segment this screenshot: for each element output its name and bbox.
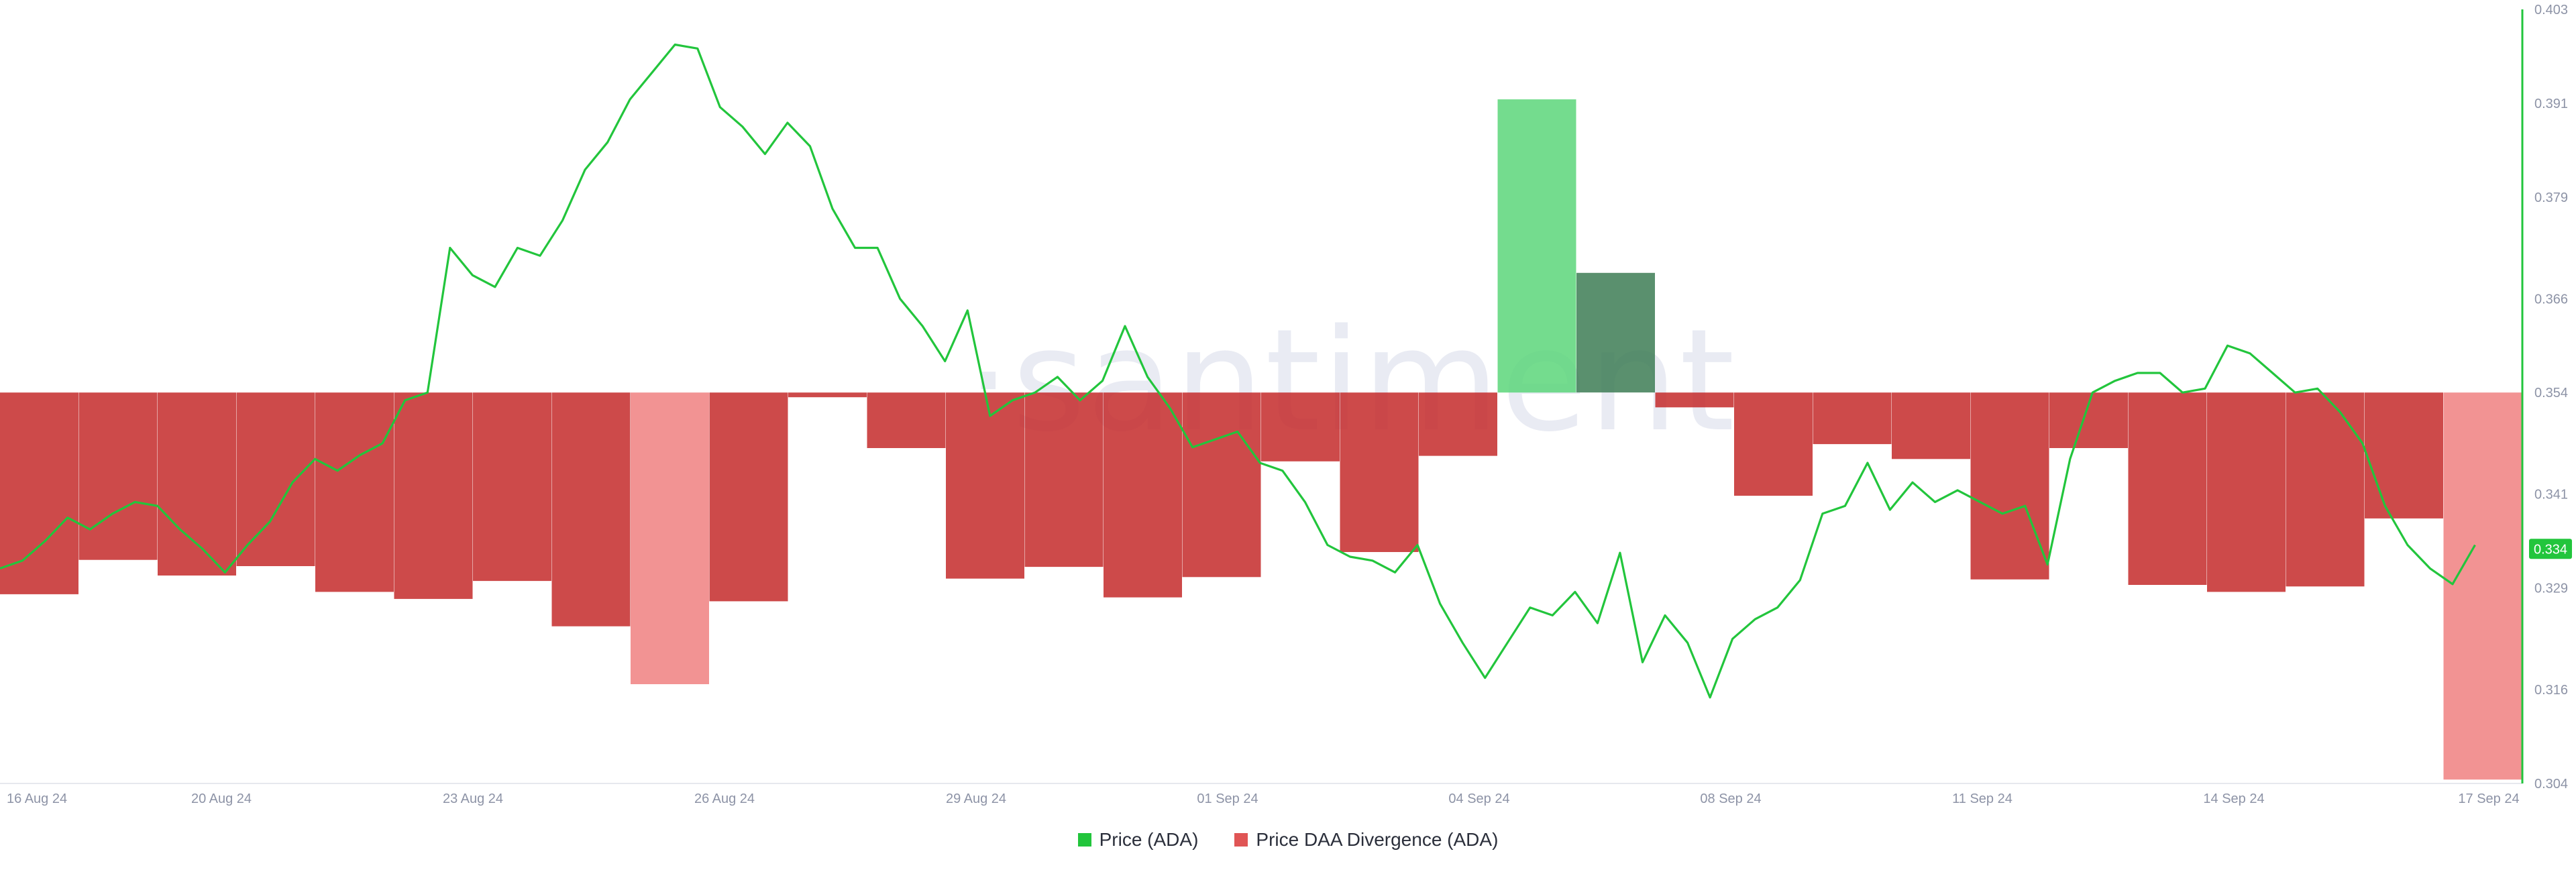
divergence-bar	[1261, 392, 1340, 461]
y-tick-label: 0.341	[2534, 488, 2568, 502]
y-tick-label: 0.391	[2534, 97, 2568, 111]
divergence-bar	[1182, 392, 1261, 578]
legend: Price (ADA) Price DAA Divergence (ADA)	[0, 829, 2576, 851]
divergence-bar	[473, 392, 551, 582]
y-axis-ticks: 0.403 0.391 0.379 0.366 0.354 0.341 0.329 0.316…	[2534, 3, 2568, 792]
divergence-bar	[1576, 272, 1655, 393]
divergence-bar	[1104, 392, 1182, 598]
divergence-bar	[1419, 392, 1497, 456]
x-tick-label: 04 Sep 24	[1448, 792, 1509, 806]
current-price-badge: 0.334	[2529, 539, 2572, 559]
divergence-bar	[0, 392, 78, 594]
divergence-bar	[709, 392, 788, 602]
x-tick-label: 17 Sep 24	[2458, 792, 2519, 806]
x-tick-label: 16 Aug 24	[7, 792, 67, 806]
divergence-bar	[2128, 392, 2207, 585]
x-tick-label: 01 Sep 24	[1197, 792, 1258, 806]
x-tick-label: 29 Aug 24	[946, 792, 1006, 806]
x-tick-label: 11 Sep 24	[1952, 792, 2012, 806]
legend-item-divergence[interactable]: Price DAA Divergence (ADA)	[1234, 829, 1498, 851]
price-line	[0, 43, 2476, 699]
divergence-bar	[1734, 392, 1813, 496]
divergence-bar	[551, 392, 631, 626]
x-tick-label: 23 Aug 24	[443, 792, 503, 806]
current-price-label: 0.334	[2534, 542, 2567, 557]
divergence-bar	[2207, 392, 2286, 592]
divergence-bar	[236, 392, 315, 566]
current-price-badge-bg	[2529, 539, 2572, 559]
legend-label-price: Price (ADA)	[1099, 829, 1199, 850]
y-tick-label: 0.379	[2534, 190, 2568, 205]
y-tick-label: 0.403	[2534, 3, 2568, 17]
divergence-bar	[2286, 392, 2365, 587]
divergence-bar	[158, 392, 236, 576]
y-tick-label: 0.329	[2534, 582, 2568, 596]
x-axis-ticks: 16 Aug 24 20 Aug 24 23 Aug 24 26 Aug 24 29 A…	[7, 792, 2520, 806]
divergence-bar	[946, 392, 1024, 579]
x-tick-label: 14 Sep 24	[2203, 792, 2264, 806]
legend-swatch-divergence	[1234, 833, 1248, 847]
x-tick-label: 26 Aug 24	[694, 792, 755, 806]
legend-label-divergence: Price DAA Divergence (ADA)	[1256, 829, 1499, 850]
divergence-bar	[1970, 392, 2049, 580]
divergence-bar	[2365, 392, 2443, 519]
divergence-bar	[788, 392, 867, 398]
divergence-bar	[1813, 392, 1892, 445]
divergence-bar	[867, 392, 946, 448]
divergence-bar	[1024, 392, 1104, 567]
divergence-bar	[631, 392, 709, 684]
divergence-bars	[0, 99, 2522, 780]
divergence-bar	[2443, 392, 2522, 780]
divergence-bar	[315, 392, 394, 592]
x-tick-label: 20 Aug 24	[191, 792, 252, 806]
y-tick-label: 0.366	[2534, 292, 2568, 307]
y-tick-label: 0.304	[2534, 777, 2568, 792]
x-tick-label: 08 Sep 24	[1700, 792, 1761, 806]
y-tick-label: 0.316	[2534, 683, 2568, 698]
divergence-bar	[78, 392, 158, 560]
divergence-bar	[1497, 99, 1576, 393]
y-tick-label: 0.354	[2534, 386, 2568, 400]
divergence-bar	[1892, 392, 1970, 459]
legend-swatch-price	[1077, 833, 1091, 847]
divergence-bar	[1655, 392, 1734, 408]
legend-item-price[interactable]: Price (ADA)	[1077, 829, 1199, 851]
divergence-bar	[1340, 392, 1419, 552]
divergence-bar	[394, 392, 473, 599]
